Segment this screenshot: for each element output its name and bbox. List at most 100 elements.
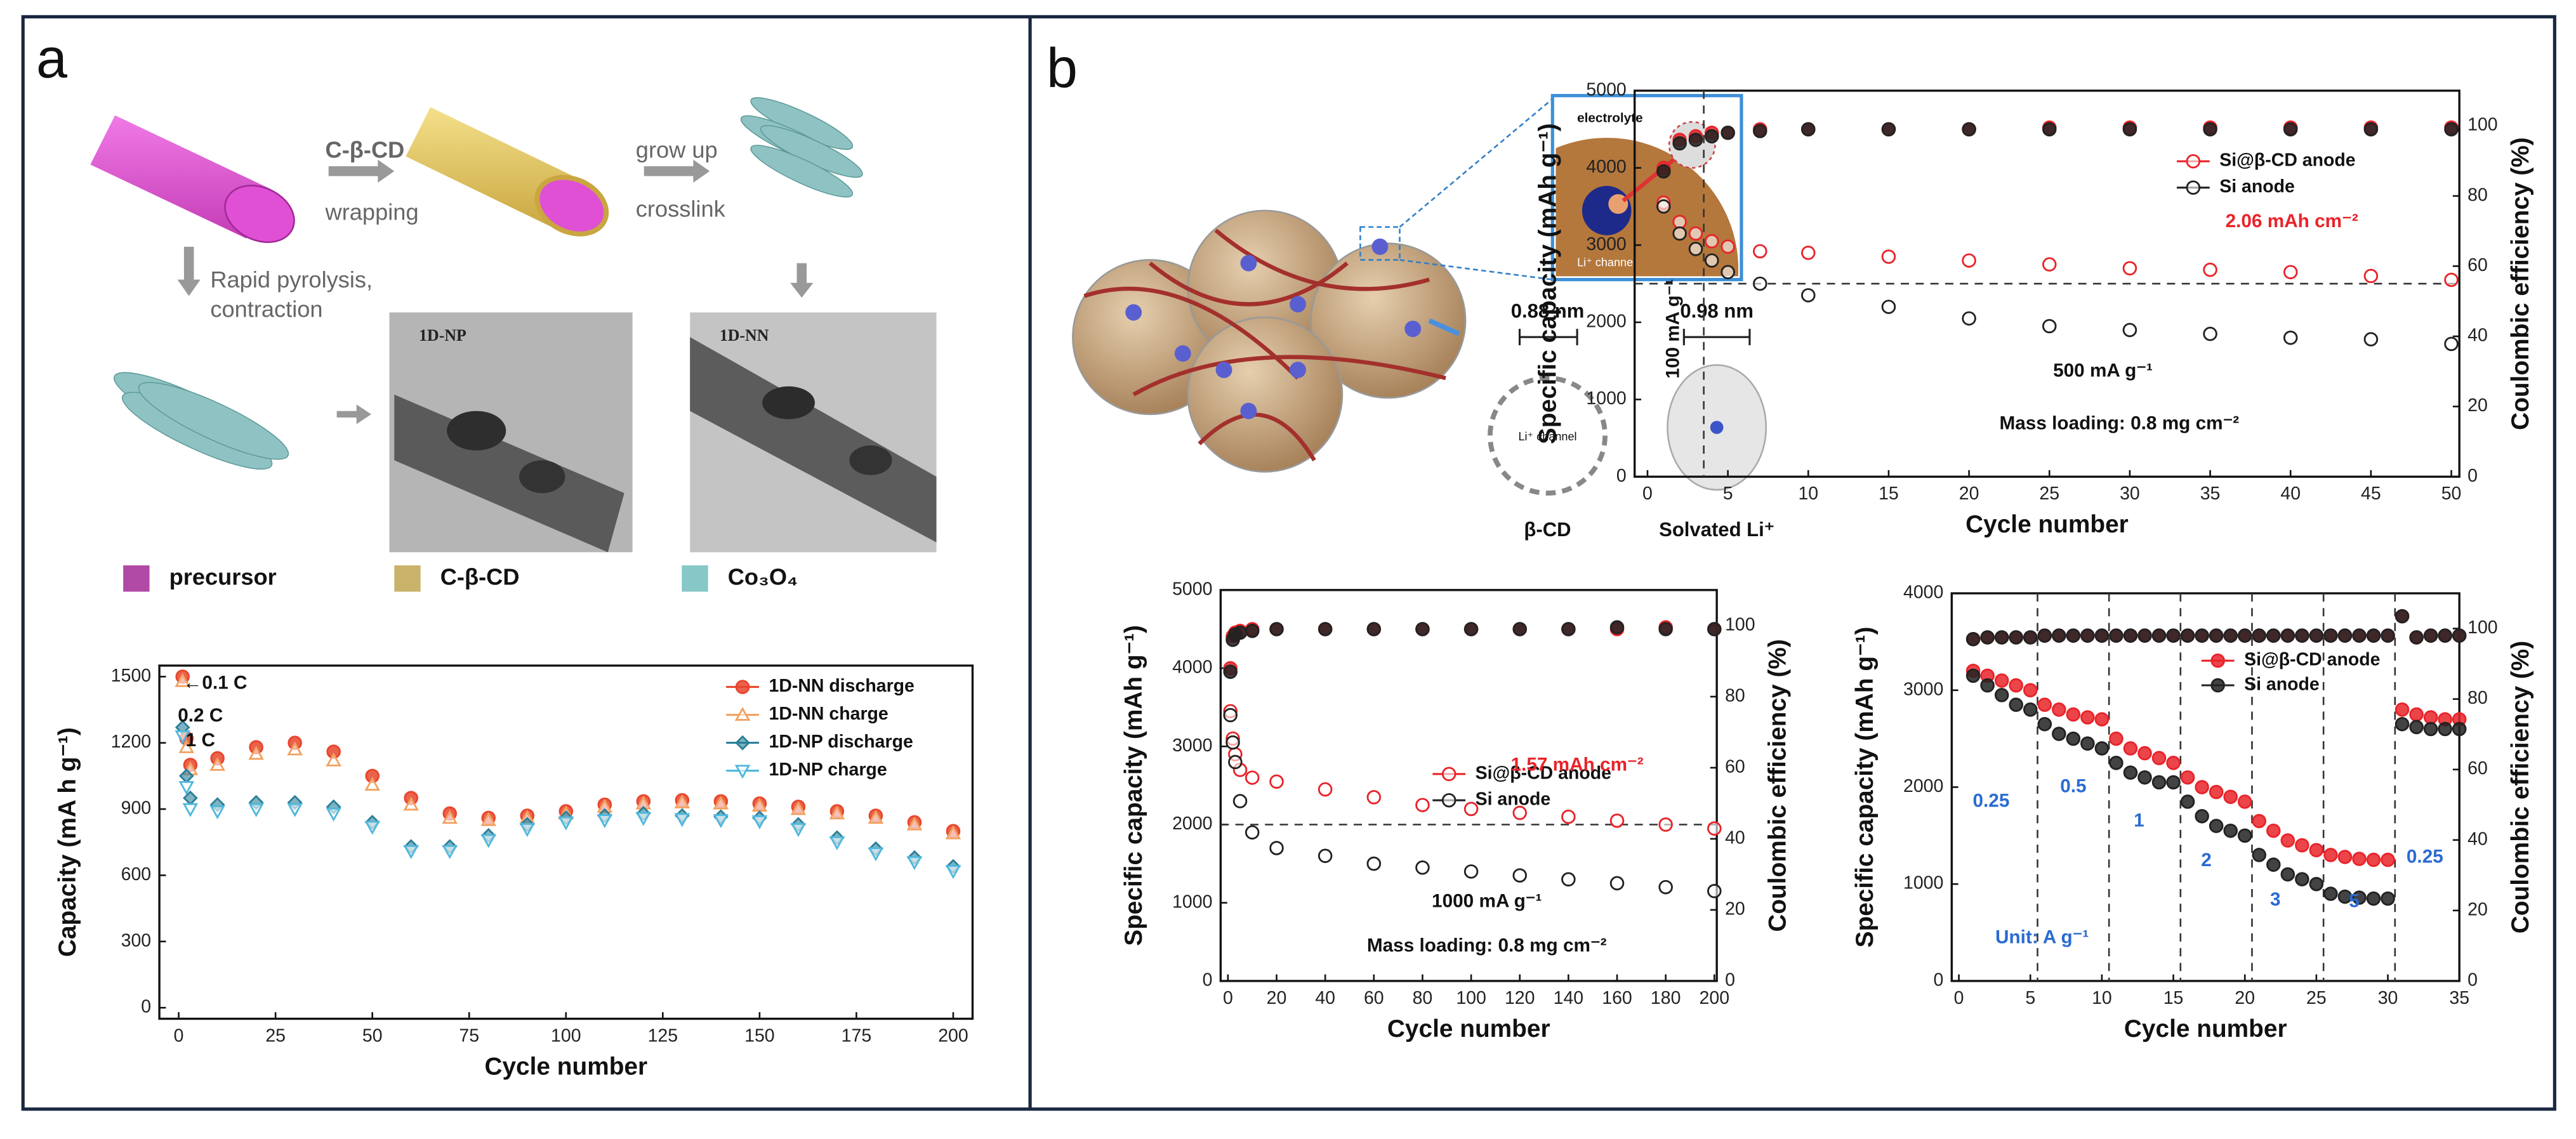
marker [2444,336,2459,352]
plot-frame [1219,589,1718,982]
x-tick-label: 35 [2200,484,2221,504]
marker [2203,326,2217,341]
marker [1463,864,1479,879]
marker [2037,628,2052,643]
marker [1232,794,1248,808]
marker [519,823,536,838]
marker [2266,628,2281,643]
y2-tick-label: 0 [2467,970,2478,990]
marker [2122,261,2137,276]
marker [1512,805,1527,820]
y-tick-label: 4000 [1586,157,1626,177]
marker [2363,268,2379,284]
x-tick-label: 100 [551,1025,581,1046]
marker [1245,825,1260,840]
y2-axis-title: Coulombic efficiency (%) [1764,639,1792,932]
panel-label: b [1047,37,1078,100]
marker [1245,624,1260,638]
marker [2123,628,2138,643]
marker [1994,630,2009,645]
legend-label: 1D-NP discharge [769,732,913,752]
x-tick-label: 15 [1879,484,1899,504]
y2-tick-label: 100 [2467,617,2498,638]
legend-label: C-β-CD [440,563,520,589]
marker [1672,136,1687,151]
marker [1561,622,1576,636]
x-tick-label: 120 [1505,988,1535,1008]
chart: 0 5 10 15 20 25 30 3501000200030004000020406080… [1851,583,2534,1043]
x-tick-label: 140 [1554,988,1584,1008]
marker [2180,794,2195,809]
x-axis-title: Cycle number [1965,511,2129,538]
annotation: ←0.1 C [183,672,248,693]
marker [1318,622,1333,636]
marker [1656,164,1671,179]
marker [790,801,807,815]
marker [1881,249,1896,264]
marker [2094,741,2110,756]
marker [2223,823,2238,838]
y-tick-label: 2000 [1586,311,1626,331]
marker [1753,244,1767,259]
y2-tick-label: 20 [2467,395,2488,416]
annotation: 0.25 [2407,846,2443,867]
marker [2409,707,2424,722]
marker [790,823,807,838]
y2-tick-label: 0 [1725,970,1735,990]
marker [868,810,884,824]
np-bundle [113,372,289,470]
marker [2109,628,2124,643]
x-tick-label: 0 [1954,988,1964,1008]
marker [2186,154,2201,169]
marker [1366,622,1382,636]
legend-label: 1D-NP charge [769,760,887,780]
marker [2323,848,2338,862]
marker [2042,319,2057,334]
marker [635,812,652,826]
x-tick-label: 40 [2280,484,2301,504]
annotation: 1 C [186,730,215,751]
marker [1705,129,1719,144]
marker [1707,622,1722,636]
marker [2210,678,2225,693]
marker [2237,794,2252,809]
marker [2409,720,2424,735]
marker [751,815,768,829]
marker [945,825,961,839]
marker [2366,852,2381,867]
marker [1705,234,1719,249]
marker [2381,852,2395,867]
marker [1609,813,1625,828]
marker [945,865,961,879]
marker [2094,628,2110,643]
annotation: 500 mA g⁻¹ [2053,360,2153,381]
marker [2080,628,2095,643]
tem-label: 1D-NP [419,326,466,345]
marker [674,794,690,808]
legend-label: 1D-NN charge [769,704,888,724]
legend-swatch [682,565,708,592]
y-tick-label: 2000 [1903,776,1943,796]
marker [2280,867,2295,882]
marker [2309,876,2324,892]
marker [1881,300,1896,314]
y2-axis-title: Coulombic efficiency (%) [2507,641,2534,934]
x-tick-label: 180 [1651,988,1681,1008]
y-tick-label: 1000 [1586,388,1626,409]
marker [1269,841,1284,855]
marker [2109,756,2124,770]
marker [1705,253,1719,268]
marker [2052,628,2066,643]
x-tick-label: 150 [744,1025,775,1046]
y2-tick-label: 0 [2467,466,2478,486]
marker [2252,628,2267,643]
marker [2280,833,2295,848]
x-tick-label: 160 [1602,988,1632,1008]
marker [1721,239,1735,254]
marker [2009,697,2023,712]
x-tick-label: 25 [2039,484,2059,504]
legend-label: 1D-NN discharge [769,676,914,696]
annotation: 3 [2270,889,2281,910]
molecule-name: Solvated Li⁺ [1659,518,1774,541]
marker [2122,322,2137,338]
